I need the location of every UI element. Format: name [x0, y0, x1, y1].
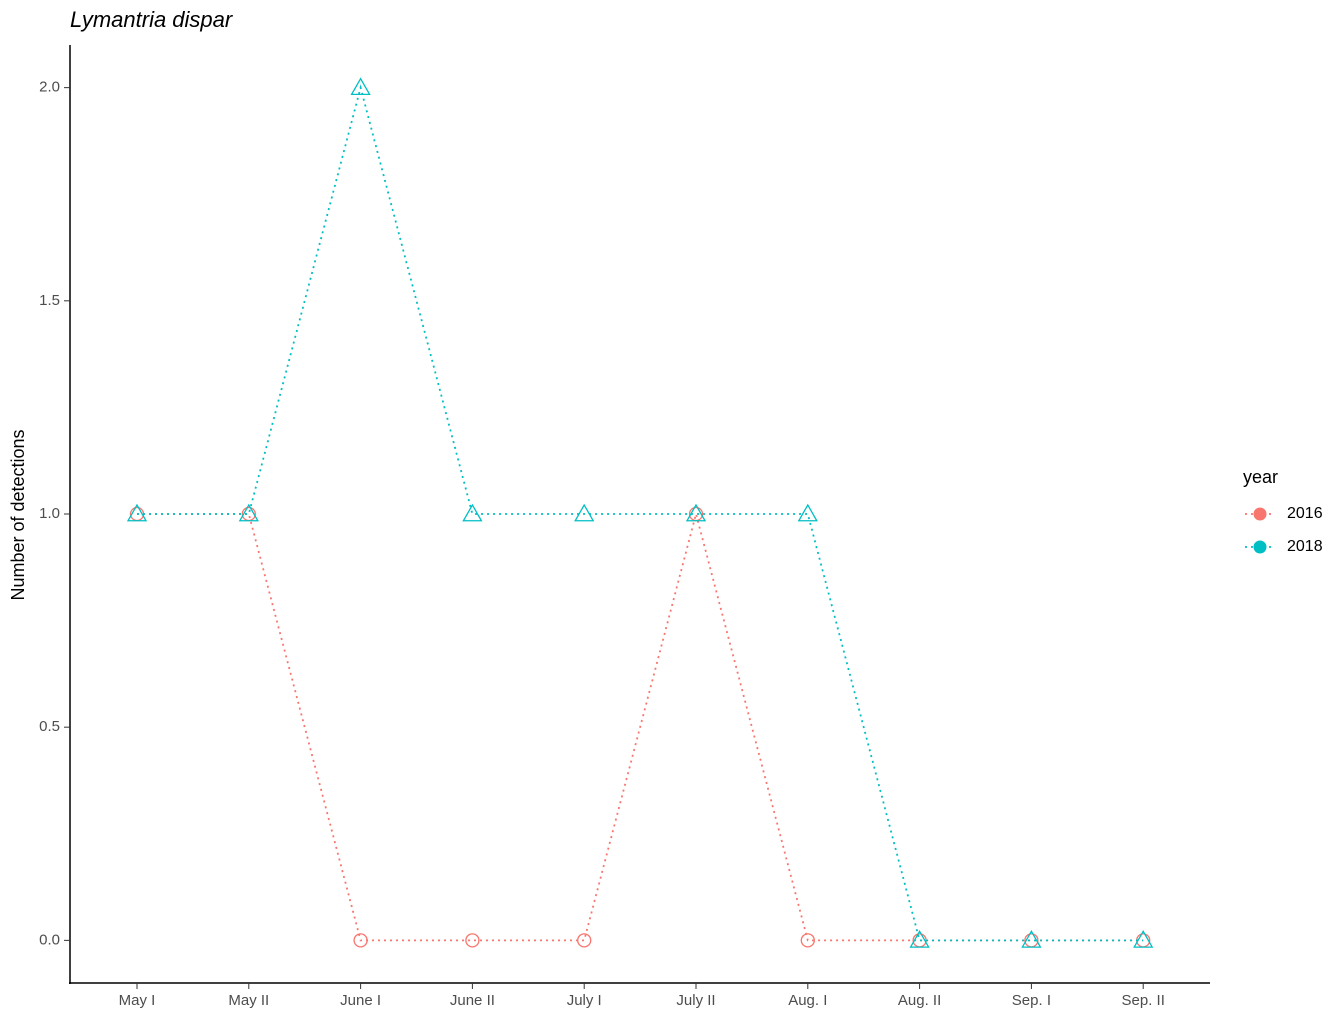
legend-label: 2016	[1287, 505, 1323, 522]
data-point	[909, 930, 930, 948]
data-point	[465, 933, 480, 948]
data-point	[574, 503, 595, 522]
x-tick-label: Aug. I	[788, 992, 827, 1009]
x-tick-label: July I	[567, 992, 602, 1009]
x-tick-label: June I	[340, 992, 381, 1009]
x-tick-label: Sep. I	[1012, 992, 1051, 1009]
series-line	[137, 84, 1144, 942]
legend-marker	[1253, 507, 1267, 521]
data-point	[797, 503, 818, 522]
chart-title: Lymantria dispar	[70, 7, 234, 32]
legend-marker	[1253, 540, 1267, 554]
x-tick-label: Aug. II	[898, 992, 941, 1009]
data-point	[462, 503, 483, 522]
data-point	[1133, 930, 1154, 948]
y-tick-label: 0.0	[39, 931, 60, 948]
y-tick-label: 2.0	[39, 79, 60, 96]
y-axis-label: Number of detections	[8, 429, 28, 600]
x-tick-label: June II	[450, 992, 495, 1009]
legend-label: 2018	[1287, 538, 1323, 555]
data-point	[577, 933, 592, 948]
data-point	[126, 503, 148, 522]
x-tick-label: May II	[228, 992, 269, 1009]
x-tick-label: July II	[676, 992, 715, 1009]
y-tick-label: 0.5	[39, 718, 60, 735]
y-tick-label: 1.5	[39, 292, 60, 309]
data-point	[800, 933, 815, 948]
x-tick-label: May I	[119, 992, 156, 1009]
data-point	[350, 77, 371, 96]
data-point	[1021, 930, 1042, 948]
data-point	[685, 503, 707, 522]
series-line	[137, 510, 1144, 942]
legend-title: year	[1243, 467, 1278, 487]
x-tick-label: Sep. II	[1122, 992, 1165, 1009]
data-point	[353, 933, 368, 948]
data-point	[238, 503, 259, 522]
y-tick-label: 1.0	[39, 505, 60, 522]
